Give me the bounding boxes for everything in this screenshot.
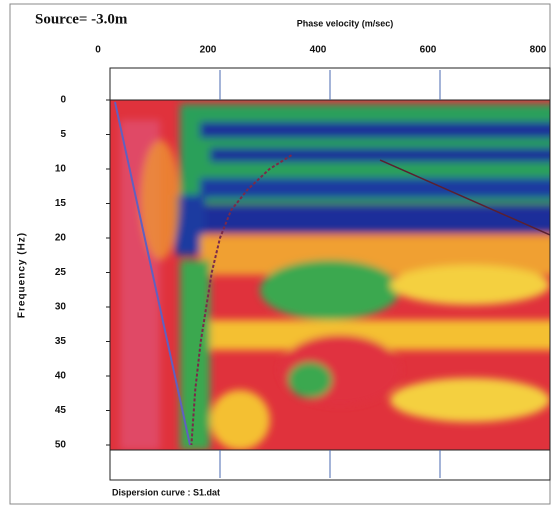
x-tick-label: 800 — [530, 45, 547, 56]
chart: Source= -3.0m Phase velocity (m/sec) Fre… — [0, 0, 554, 508]
y-axis-title: Frequency (Hz) — [17, 232, 28, 318]
dispersion-image — [110, 100, 554, 450]
x-tick-label: 600 — [420, 45, 437, 56]
y-tick-label: 5 — [60, 129, 66, 140]
x-tick-label: 200 — [200, 45, 217, 56]
x-tick-label: 400 — [310, 45, 327, 56]
y-tick-label: 20 — [55, 233, 67, 244]
y-tick-label: 10 — [55, 164, 67, 175]
y-tick-label: 40 — [55, 371, 67, 382]
footer: Dispersion curve : S1.dat — [112, 487, 220, 497]
y-tick-label: 15 — [55, 198, 67, 209]
y-tick-label: 35 — [55, 336, 67, 347]
chart-title: Source= -3.0m — [35, 11, 128, 27]
y-tick-label: 30 — [55, 302, 67, 313]
y-tick-label: 50 — [55, 440, 67, 451]
x-axis-title: Phase velocity (m/sec) — [297, 18, 394, 28]
y-tick-label: 45 — [55, 405, 67, 416]
y-tick-label: 0 — [60, 95, 66, 106]
x-tick-label: 0 — [95, 45, 101, 56]
y-tick-label: 25 — [55, 267, 67, 278]
